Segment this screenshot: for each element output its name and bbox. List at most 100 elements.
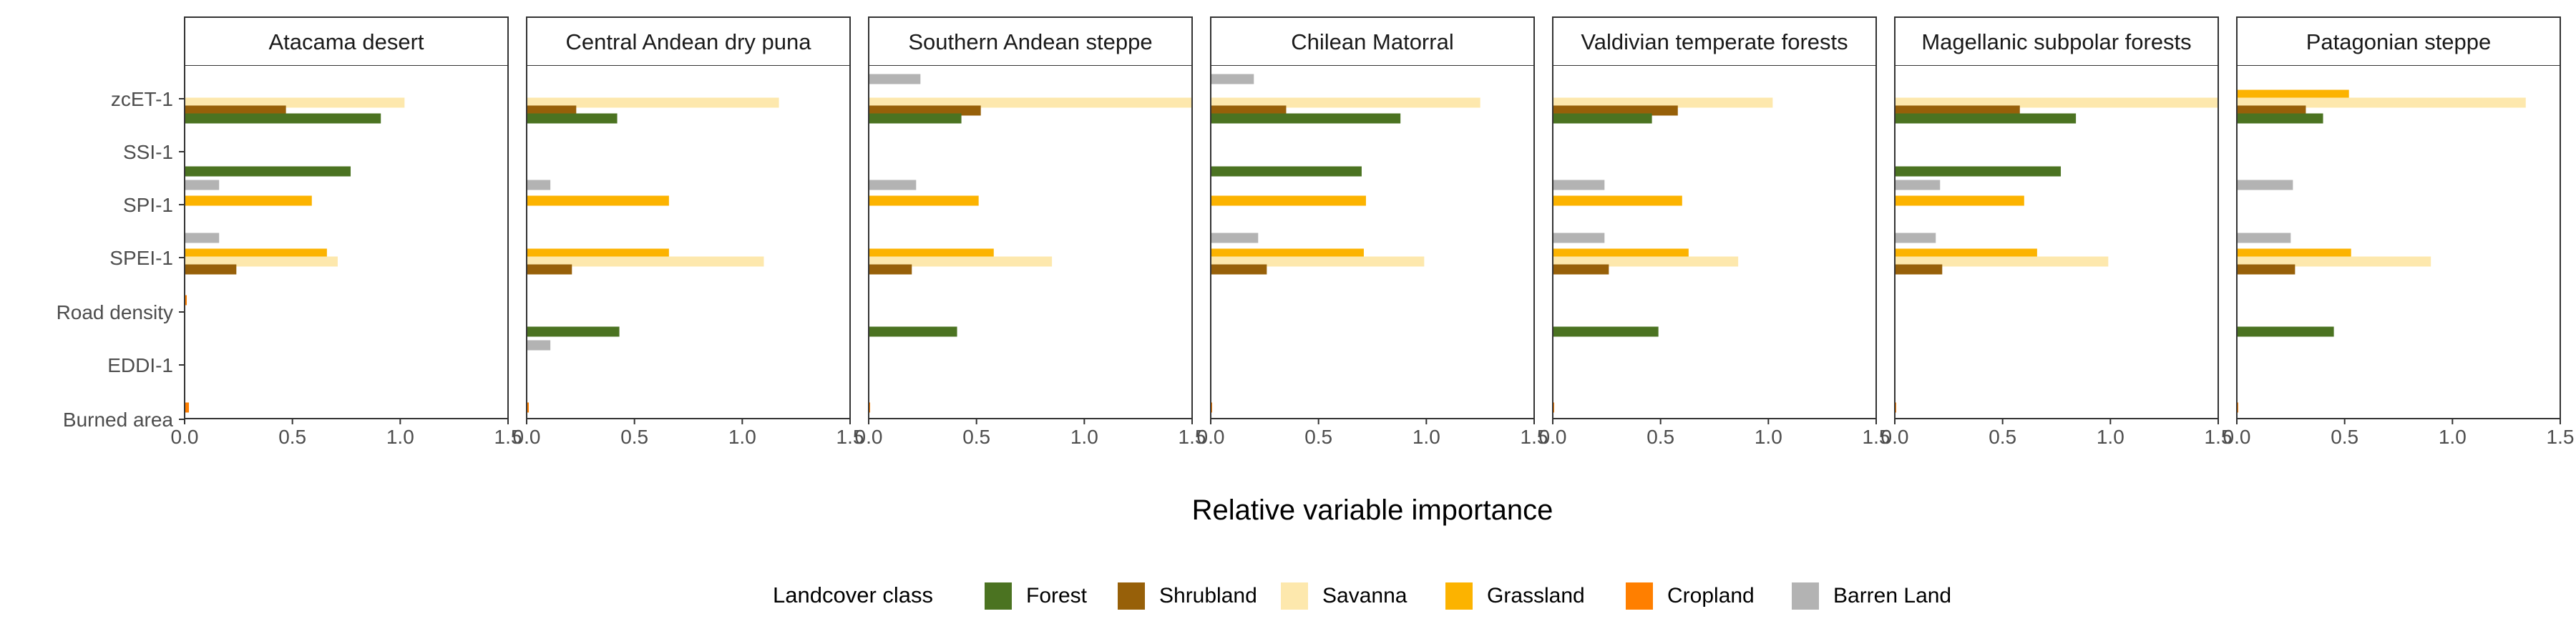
x-tick-label: 0.0 [513,426,541,448]
legend-key [1118,582,1145,610]
bar-zcet-1-forest [1895,113,2077,124]
bar-zcet-1-shrubland [1211,105,1287,116]
x-tick-label: 1.5 [1863,426,1890,448]
x-tick-label: 1.0 [1755,426,1782,448]
plot-panel [1211,66,1534,419]
bar-road-density-forest [2237,326,2334,337]
bar-ssi-1-forest [1211,166,1362,177]
bar-spei-1-grassland [185,248,327,259]
bar-spei-1-savanna [1553,256,1739,267]
x-tick-label: 1.5 [1521,426,1548,448]
legend-title: Landcover class [773,582,933,608]
bar-burned-area-cropland [527,402,530,413]
bar-zcet-1-savanna [1553,97,1773,108]
bar-group [869,74,1192,413]
bar-spi-1-grassland [1895,195,2024,206]
legend-label: Shrubland [1159,584,1257,608]
facet-strip [1894,16,2219,67]
facet-strip [868,16,1193,67]
x-tick-label: 1.5 [494,426,522,448]
x-tick-label: 1.5 [1179,426,1206,448]
facet-strip [1210,16,1535,67]
bar-spi-1-barren-land [869,180,917,190]
bar-spei-1-grassland [869,248,994,259]
bar-spei-1-savanna [869,256,1053,267]
bar-road-density-cropland [185,295,187,306]
bar-spei-1-savanna [1211,256,1425,267]
facet-panel-patagonian-steppe: Patagonian steppe 0.0 0.5 1.0 1.5 [2223,16,2574,448]
bar-zcet-1-grassland [2237,89,2349,100]
plot-panel [185,66,508,419]
y-tick-label: SSI-1 [123,141,173,163]
legend: Landcover class Forest Shrubland Savanna Gra… [773,582,1951,610]
x-tick-label: 0.0 [1197,426,1225,448]
bar-group [1895,97,2218,413]
facet-title: Valdivian temperate forests [1581,29,1848,54]
bar-spei-1-shrubland [1895,264,1943,275]
bar-road-density-forest [527,326,620,337]
facet-panels: Atacama desert 0.0 0.5 1.0 1.5 Central Andean… [171,16,2574,448]
bar-ssi-1-forest [1895,166,2062,177]
x-tick-label: 0.0 [855,426,883,448]
bar-zcet-1-shrubland [1553,105,1678,116]
bar-spei-1-shrubland [1553,264,1609,275]
bar-group [527,97,779,413]
bar-spi-1-grassland [1553,195,1682,206]
facet-title: Chilean Matorral [1291,29,1453,54]
bar-eddi-1-barren-land [527,340,551,351]
facet-panel-chilean-matorral: Chilean Matorral 0.0 0.5 1.0 1.5 [1197,16,1548,448]
bar-zcet-1-savanna [869,97,1192,108]
bar-zcet-1-savanna [527,97,779,108]
x-tick-label: 0.5 [2331,426,2358,448]
x-tick-label: 0.5 [278,426,306,448]
bar-spi-1-grassland [527,195,669,206]
bar-zcet-1-shrubland [527,105,577,116]
y-tick-label: zcET-1 [111,88,173,110]
y-axis: zcET-1 SSI-1 SPI-1 SPEI-1 Road density EDDI-1… [57,88,185,431]
bar-spi-1-barren-land [1553,180,1605,190]
bar-zcet-1-savanna [1895,97,2218,108]
facet-title: Patagonian steppe [2306,29,2492,54]
facet-title: Atacama desert [268,29,424,54]
y-tick-label: SPI-1 [123,194,173,216]
bar-spei-1-shrubland [527,264,572,275]
bar-zcet-1-shrubland [2237,105,2306,116]
bar-spei-1-savanna [185,256,338,267]
legend-label: Barren Land [1833,584,1951,608]
legend-label: Savanna [1322,584,1407,608]
bar-spei-1-grassland [1895,248,2037,259]
bar-spei-1-shrubland [1211,264,1267,275]
facet-panel-southern-andean-steppe: Southern Andean steppe 0.0 0.5 1.0 1.5 [855,16,1206,448]
plot-panel [1895,66,2218,419]
bar-group [2237,89,2526,413]
x-tick-label: 0.0 [1881,426,1909,448]
bar-spei-1-grassland [527,248,669,259]
bar-burned-area-cropland [185,402,190,413]
bar-spi-1-grassland [185,195,312,206]
y-tick-label: EDDI-1 [107,354,173,376]
x-tick-label: 0.0 [2223,426,2251,448]
bar-road-density-forest [869,326,957,337]
bar-zcet-1-savanna [1211,97,1480,108]
legend-label: Forest [1026,584,1088,608]
x-tick-label: 1.0 [2097,426,2124,448]
bar-zcet-1-savanna [185,97,405,108]
bar-spi-1-grassland [869,195,979,206]
bar-group [1553,97,1773,413]
facet-title: Central Andean dry puna [566,29,812,54]
bar-spei-1-savanna [2237,256,2431,267]
x-tick-label: 0.5 [962,426,990,448]
bar-spi-1-barren-land [1895,180,1941,190]
bar-spei-1-savanna [1895,256,2109,267]
bar-spei-1-shrubland [2237,264,2296,275]
bar-zcet-1-forest [527,113,618,124]
bar-spei-1-barren-land [185,233,220,243]
bar-group [1211,74,1480,413]
facet-title: Magellanic subpolar forests [1921,29,2191,54]
legend-item-barren-land: Barren Land [1792,582,1951,610]
bar-zcet-1-forest [2237,113,2323,124]
bar-spei-1-barren-land [1211,233,1259,243]
bar-ssi-1-forest [185,166,351,177]
legend-key [1792,582,1819,610]
legend-item-grassland: Grassland [1445,582,1585,610]
